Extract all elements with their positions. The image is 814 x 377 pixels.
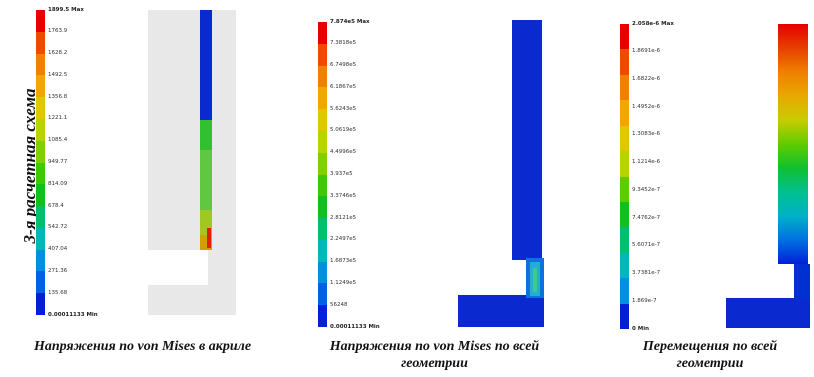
legend-tick-label: 949.77	[48, 159, 68, 165]
legend-tick-label: 407.04	[48, 246, 68, 253]
legend-band	[318, 174, 327, 197]
legend-band	[36, 249, 45, 272]
legend-band	[620, 252, 629, 279]
legend-tick-label: 7.4762e-7	[632, 214, 661, 221]
legend-band	[36, 118, 45, 142]
legend-tick-label: 1492.5	[48, 71, 68, 78]
legend-band	[36, 162, 45, 185]
legend-band	[318, 239, 327, 263]
legend-tick-label: 7.874e5 Max	[330, 18, 370, 25]
legend-tick-label: 3.3746e5	[330, 192, 357, 199]
legend-band	[620, 227, 629, 254]
legend-band	[620, 201, 629, 228]
legend-tick-label: 1628.2	[48, 50, 68, 57]
legend-tick-label: 5.6243e5	[330, 105, 357, 112]
legend-band	[318, 22, 327, 45]
legend-tick-label: 1.869e-7	[632, 297, 657, 304]
legend-tick-label: 1221.1	[48, 115, 68, 122]
legend-band	[620, 176, 629, 203]
legend-band	[318, 43, 327, 67]
legend-tick-label: 6.1867e5	[330, 83, 357, 90]
legend-tick-label: 1356.8	[48, 93, 68, 100]
legend-band	[36, 293, 45, 316]
legend-tick-label: 3.7381e-7	[632, 270, 661, 277]
legend-tick-label: 135.68	[48, 289, 68, 296]
legend-tick-label: 814.09	[48, 180, 68, 187]
legend-tick-label: 0.00011133 Min	[48, 311, 98, 318]
legend-band	[318, 196, 327, 219]
caption-acrylic-stress: Напряжения по von Mises в акриле	[33, 339, 252, 354]
legend-band	[620, 278, 629, 305]
legend-band	[318, 65, 327, 88]
legend-band	[318, 152, 327, 175]
legend-band	[36, 31, 45, 55]
legend-tick-label: 1.8691e-6	[632, 48, 661, 55]
legend-tick-label: 2.8121e5	[330, 214, 357, 221]
legend-tick-label: 7.3818e5	[330, 40, 357, 47]
legend-band	[620, 74, 629, 101]
legend-tick-label: 2.058e-6 Max	[632, 20, 674, 27]
legend-band	[318, 261, 327, 284]
legend-tick-label: 1085.4	[48, 137, 68, 144]
legend-band	[620, 125, 629, 152]
legend-tick-label: 4.4996e5	[330, 149, 357, 156]
legend-tick-label: 6.7498e5	[330, 62, 357, 69]
legend-tick-label: 9.3452e-7	[632, 186, 661, 193]
legend-tick-label: 542.72	[48, 224, 68, 231]
legend-tick-label: 0.00011133 Min	[330, 323, 380, 330]
legend-bar	[620, 24, 629, 330]
legend-tick-label: 1.6873e5	[330, 258, 357, 265]
legend-band	[318, 109, 327, 132]
legend-band	[36, 10, 45, 33]
legend-bar	[318, 22, 327, 328]
legend-band	[318, 283, 327, 306]
legend-tick-label: 1763.9	[48, 28, 68, 35]
legend-tick-label: 3.937e5	[330, 171, 353, 177]
legend-band	[36, 75, 45, 98]
legend-band	[620, 151, 629, 177]
legend-tick-label: 1899.5 Max	[48, 6, 84, 13]
legend-band	[36, 271, 45, 294]
legend-tick-label: 678.4	[48, 202, 64, 209]
caption-displacement: Перемещения по всей геометрии	[642, 339, 778, 371]
legend-tick-label: 1.6822e-6	[632, 75, 661, 82]
legend-band	[36, 227, 45, 251]
legend-tick-label: 2.2497e5	[330, 236, 357, 243]
legend-tick-label: 5.0619e5	[330, 127, 357, 134]
legend-tick-label: 1.1214e-6	[632, 159, 661, 166]
legend-band	[620, 49, 629, 76]
legend-band	[318, 305, 327, 328]
caption-total-stress: Напряжения по von Mises по всей геометри…	[329, 339, 540, 371]
legend-band	[36, 206, 45, 229]
legend-band	[36, 53, 45, 76]
legend-bar	[36, 10, 45, 316]
legend-band	[620, 303, 629, 330]
legend-band	[318, 130, 327, 154]
legend-tick-label: 1.3083e-6	[632, 131, 661, 138]
legend-tick-label: 271.36	[48, 267, 68, 274]
legend-tick-label: 1.4952e-6	[632, 103, 661, 110]
legend-band	[36, 184, 45, 207]
legend-tick-label: 56248	[330, 301, 348, 308]
legend-band	[318, 218, 327, 241]
legend-tick-label: 0 Min	[632, 325, 650, 332]
legend-band	[36, 140, 45, 163]
legend-tick-label: 5.6071e-7	[632, 242, 661, 249]
legend-band	[36, 97, 45, 120]
legend-tick-label: 1.1249e5	[330, 279, 357, 286]
legend-band	[318, 87, 327, 110]
legend-band	[620, 24, 629, 50]
legend-band	[620, 100, 629, 127]
